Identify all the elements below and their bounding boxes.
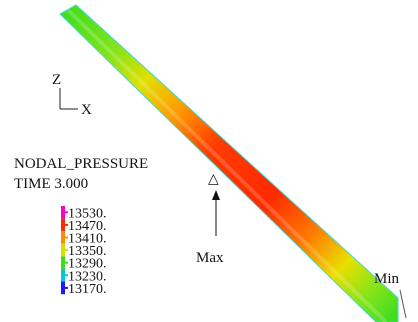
viewport: Z X NODAL_PRESSURE TIME 3.000 13530.1347… [0,0,418,322]
max-marker: △ [208,172,219,187]
triad-z: Z [52,72,61,88]
min-arrow [400,290,406,318]
legend-label: 13170. [68,282,107,297]
max-arrowhead [212,190,220,200]
result-time: TIME 3.000 [14,176,88,192]
min-label: Min [374,271,400,287]
triad-x: X [81,102,92,118]
legend: 13530.13470.13410.13350.13290.13230.1317… [61,206,107,297]
max-label: Max [196,250,224,266]
result-title: NODAL_PRESSURE [14,156,148,172]
